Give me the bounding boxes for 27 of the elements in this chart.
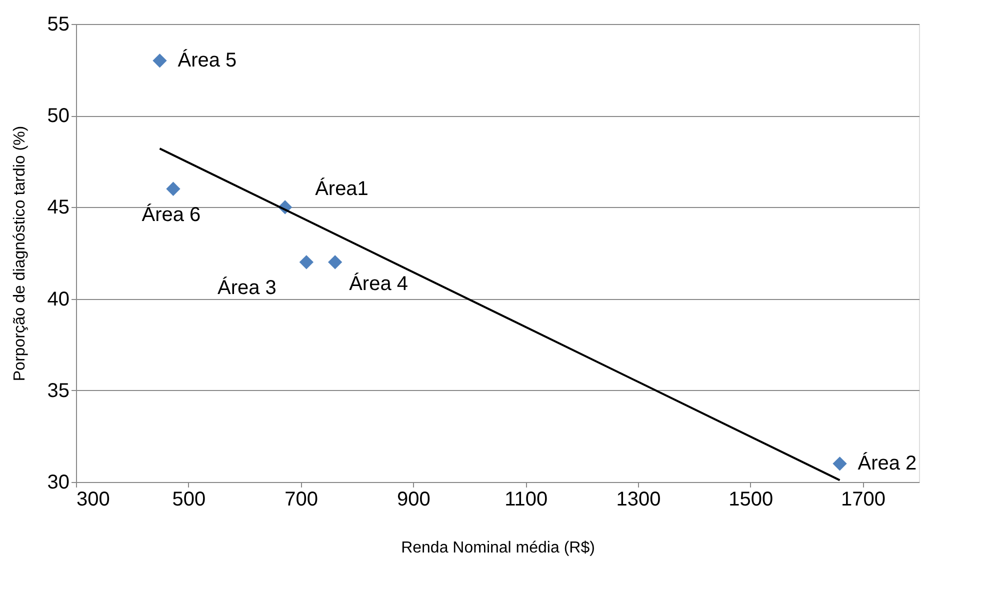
x-tick-label: 1500 [728, 488, 774, 510]
y-tick-label: 55 [47, 14, 70, 36]
annotation: Área 5 [178, 48, 237, 72]
x-tick-label: 300 [76, 488, 110, 510]
point [832, 456, 847, 471]
y-axis-title: Porporção de diagnóstico tardio (%) [11, 126, 28, 382]
point [328, 255, 342, 270]
point [299, 255, 314, 270]
annotation: Área 3 [217, 276, 276, 300]
y-tick-label: 30 [47, 472, 70, 494]
x-tick-label: 500 [172, 488, 206, 510]
x-tick-label: 1100 [504, 488, 548, 510]
x-axis-title: Renda Nominal média (R$) [401, 540, 595, 556]
annotation: Área1 [315, 177, 368, 200]
point [166, 182, 180, 196]
annotation: Área 4 [349, 272, 408, 296]
x-tick-label: 700 [284, 488, 318, 510]
x-tick-label: 1300 [616, 488, 661, 510]
x-tick-label: 900 [397, 488, 430, 510]
y-tick-label: 45 [47, 196, 70, 219]
point [152, 54, 167, 68]
x-tick-label: 1700 [841, 488, 886, 510]
y-tick-label: 35 [47, 380, 70, 402]
annotation: Área 2 [858, 452, 917, 475]
y-tick-label: 50 [47, 105, 70, 128]
y-tick-label: 40 [47, 288, 70, 310]
annotation: Área 6 [142, 202, 201, 226]
